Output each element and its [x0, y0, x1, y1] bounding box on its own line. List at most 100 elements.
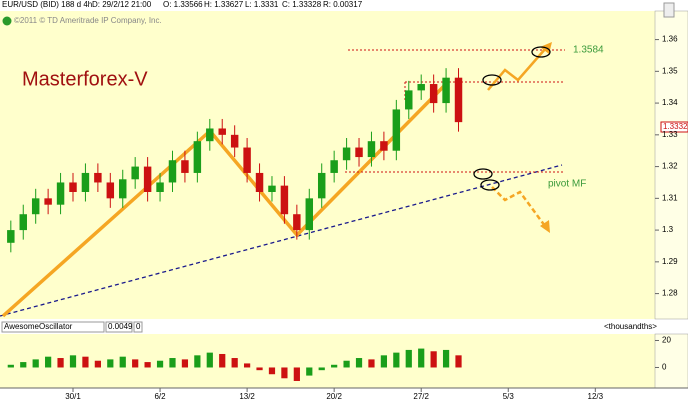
candle-body	[417, 84, 425, 91]
bar	[368, 359, 375, 368]
candle-body	[243, 147, 251, 173]
osc-zero-box	[133, 321, 143, 333]
price-axis	[654, 10, 688, 320]
bar	[306, 367, 313, 376]
bar	[318, 367, 325, 371]
bar	[20, 362, 27, 368]
osc-axis	[654, 333, 688, 389]
bar	[405, 349, 412, 368]
candle-body	[106, 182, 115, 199]
bar	[380, 355, 388, 368]
marker	[531, 46, 551, 58]
y-tick-label: 0	[662, 363, 667, 372]
bar	[256, 367, 263, 371]
range: R: 0.00317	[323, 0, 363, 9]
candle-body	[293, 214, 301, 231]
bar	[119, 356, 126, 368]
y-tick-label: 1.28	[662, 289, 678, 298]
bar	[268, 367, 276, 375]
candle-body	[442, 77, 450, 104]
arrow-down	[491, 186, 547, 227]
x-tick-label: 12/3	[588, 392, 604, 401]
bar	[45, 356, 52, 368]
candle-body	[131, 166, 139, 180]
candle-body	[143, 166, 152, 192]
arrow-up	[487, 47, 547, 91]
y-tick-label: 1.36	[662, 35, 678, 44]
scroll-button[interactable]	[663, 2, 675, 18]
osc-title-box	[1, 321, 105, 333]
bar	[7, 364, 14, 368]
candle-body	[355, 147, 363, 158]
candle-body	[367, 141, 376, 158]
candle-body	[44, 198, 52, 205]
level-label: 1.3584	[573, 45, 604, 56]
candle-body	[255, 172, 264, 192]
candle-body	[317, 172, 326, 199]
candle-body	[218, 128, 226, 135]
marker	[482, 74, 502, 86]
osc-title: AwesomeOscillator	[4, 322, 73, 331]
bar	[107, 359, 114, 368]
candle-body	[119, 179, 127, 199]
candle-body	[193, 141, 202, 173]
candle-body	[69, 182, 77, 192]
bar	[32, 359, 39, 368]
date: D: 29/2/12 21:00	[92, 0, 152, 9]
osc-unit: <thousandths>	[604, 322, 657, 331]
candle-body	[429, 84, 438, 104]
arrow-head	[540, 220, 550, 233]
info-icon	[2, 16, 12, 26]
candle-body	[280, 185, 289, 215]
x-tick-label: 20/2	[326, 392, 342, 401]
x-tick-label: 6/2	[154, 392, 166, 401]
bar	[243, 363, 251, 368]
high: H: 1.33627	[204, 0, 244, 9]
bar	[393, 352, 400, 368]
bar	[181, 359, 189, 368]
open: O: 1.33566	[163, 0, 203, 9]
bar	[343, 360, 350, 368]
osc-value-box	[105, 321, 133, 333]
candle-body	[168, 160, 177, 183]
bar	[57, 358, 64, 368]
bar	[442, 349, 450, 368]
last-price: 1.3332	[663, 122, 688, 131]
bar	[69, 355, 77, 368]
y-tick-label: 20	[662, 336, 671, 345]
y-tick-label: 1.32	[662, 162, 678, 171]
x-tick-label: 5/3	[503, 392, 515, 401]
bar	[293, 367, 300, 381]
symbol: EUR/USD (BID) 188 d 4h	[2, 0, 92, 9]
bar	[144, 362, 151, 368]
osc-zero: 0	[136, 322, 141, 331]
price-panel	[0, 11, 655, 319]
bar	[132, 359, 139, 368]
y-tick-label: 1.3	[662, 225, 674, 234]
last-price-box	[660, 121, 688, 133]
bar	[430, 351, 437, 368]
candle-body	[7, 230, 15, 243]
x-tick-label: 13/2	[239, 392, 255, 401]
x-tick-label: 30/1	[65, 392, 81, 401]
low: L: 1.3331	[245, 0, 279, 9]
close: C: 1.33328	[282, 0, 322, 9]
candle-body	[81, 172, 90, 192]
bar	[355, 358, 363, 368]
y-tick-label: 1.31	[662, 193, 678, 202]
candle-body	[454, 77, 463, 123]
bar	[455, 355, 462, 368]
bar	[206, 352, 213, 368]
pivot-label: pivot MF	[548, 179, 586, 190]
candle-body	[230, 134, 239, 148]
candle-body	[181, 160, 189, 173]
bar	[169, 358, 176, 368]
candle-body	[330, 160, 338, 173]
marker	[480, 179, 500, 191]
bar	[94, 360, 101, 368]
y-tick-label: 1.29	[662, 257, 678, 266]
y-tick-label: 1.34	[662, 98, 678, 107]
candle-body	[268, 185, 276, 192]
bar	[194, 355, 201, 368]
